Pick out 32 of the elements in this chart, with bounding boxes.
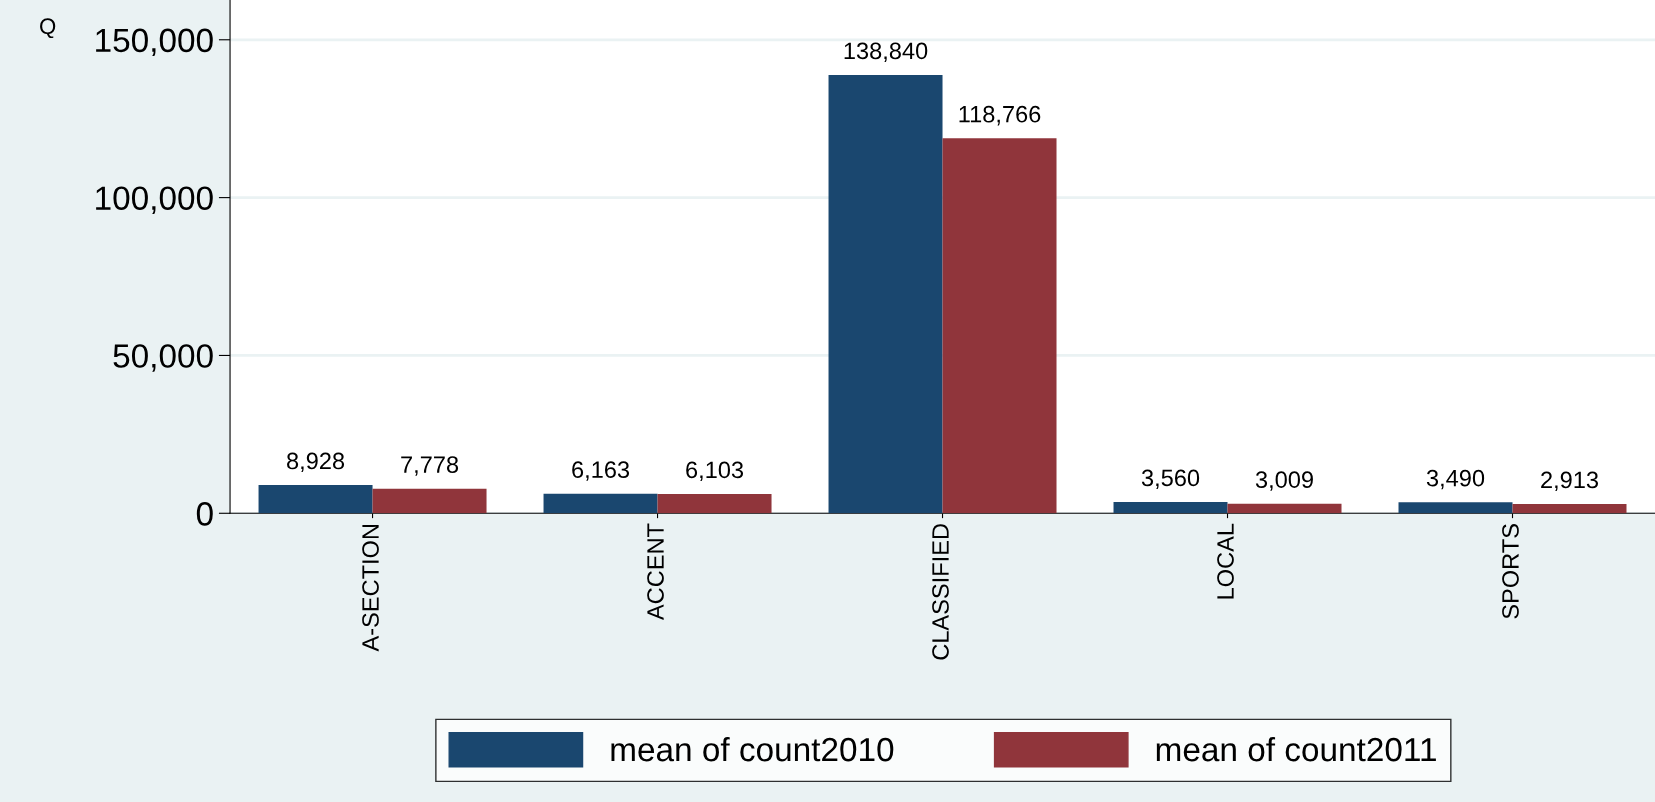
data-label: 3,009 (1255, 471, 1313, 491)
data-label: 8,928 (287, 452, 345, 473)
bar (1227, 503, 1342, 514)
data-label: 118,766 (959, 105, 1041, 126)
data-label: 3,560 (1141, 469, 1200, 490)
bar (1512, 504, 1627, 514)
x-tick-label: LOCAL (1217, 523, 1234, 599)
x-tick-label: ACCENT (647, 523, 664, 621)
bar (258, 485, 373, 514)
y-axis-title: Q (40, 18, 56, 39)
y-tick-label: 100,000 (96, 186, 213, 214)
data-label: 2,913 (1541, 471, 1599, 492)
bar (543, 493, 658, 514)
bar (942, 138, 1057, 514)
data-label: 7,778 (401, 456, 459, 476)
x-tick-label: A-SECTION (362, 524, 379, 652)
data-label: 138,840 (844, 42, 928, 63)
data-label: 6,103 (686, 461, 744, 482)
bar (828, 75, 943, 514)
bar (1398, 502, 1513, 514)
bar (1113, 502, 1228, 514)
x-tick-label: SPORTS (1502, 524, 1519, 619)
legend-label: mean of count2011 (1156, 736, 1436, 762)
data-label: 6,163 (572, 461, 630, 481)
x-tick-label: CLASSIFIED (932, 524, 949, 660)
bar (657, 494, 772, 514)
y-tick-label: 0 (196, 502, 213, 526)
y-tick-label: 150,000 (96, 28, 213, 57)
y-tick-label: 50,000 (113, 344, 213, 372)
data-label: 3,490 (1426, 469, 1485, 490)
bar (372, 488, 487, 514)
legend-label: mean of count2010 (611, 736, 894, 762)
